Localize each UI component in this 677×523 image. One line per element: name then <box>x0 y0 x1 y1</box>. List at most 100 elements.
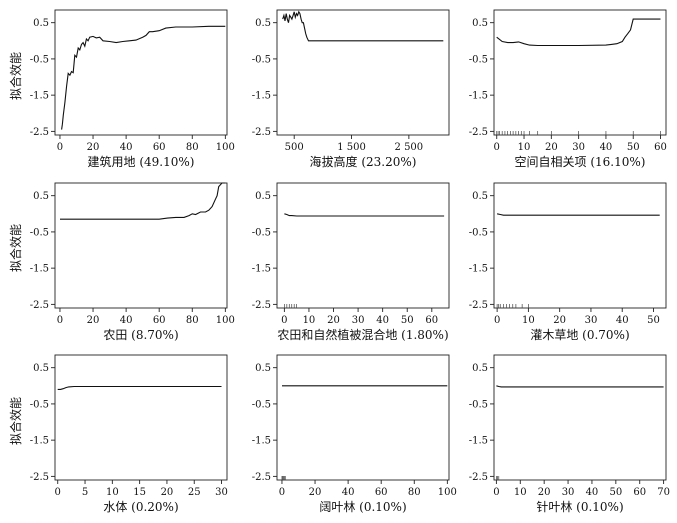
x-tick-label: 1 500 <box>337 142 366 153</box>
plot-frame <box>54 182 228 309</box>
y-tick-label: -1.5 <box>30 264 49 275</box>
x-tick-label: 100 <box>216 315 235 326</box>
x-tick-label: 50 <box>647 315 660 326</box>
x-tick-label: 20 <box>538 487 551 498</box>
x-tick-label: 70 <box>657 487 670 498</box>
y-tick-label: -1.5 <box>252 436 271 447</box>
y-tick-label: -1.5 <box>469 436 488 447</box>
x-tick-label: 20 <box>161 487 174 498</box>
x-tick-label: 30 <box>352 315 365 326</box>
y-tick-label: -1.5 <box>30 436 49 447</box>
y-tick-label: -2.5 <box>30 472 49 483</box>
x-tick-label: 40 <box>342 487 355 498</box>
y-tick-label: -0.5 <box>30 227 49 238</box>
y-tick-label: -1.5 <box>252 91 271 102</box>
x-tick-label: 30 <box>572 142 585 153</box>
x-tick-label: 40 <box>120 315 133 326</box>
x-tick-label: 10 <box>522 315 535 326</box>
panel-7: 0.5 -0.5 -1.5 -2.5 0 5 10 15 20 25 30 水体 (0.20%) <box>30 354 228 514</box>
panel-1: 0.5 -0.5 -1.5 -2.5 0 20 40 60 80 100 建筑用地 (49.10%) <box>30 9 235 169</box>
series-line <box>61 25 226 130</box>
x-tick-label: 0 <box>494 315 500 326</box>
x-tick-label: 20 <box>545 142 558 153</box>
x-axis-label: 建筑用地 (49.10%) <box>88 154 195 169</box>
x-tick-label: 15 <box>133 487 146 498</box>
y-tick-label: -2.5 <box>252 300 271 311</box>
y-tick-label: -0.5 <box>252 399 271 410</box>
x-tick-label: 60 <box>375 487 388 498</box>
x-tick-label: 50 <box>401 315 414 326</box>
x-tick-label: 40 <box>600 142 613 153</box>
plot-frame <box>54 354 228 481</box>
series-line <box>496 213 660 216</box>
x-tick-label: 60 <box>654 142 667 153</box>
y-tick-label: -2.5 <box>30 300 49 311</box>
x-tick-label: 2 500 <box>395 142 424 153</box>
x-axis-label: 农田 (8.70%) <box>103 328 178 342</box>
y-tick-label: 0.5 <box>255 191 271 202</box>
series-line <box>496 385 664 388</box>
x-tick-label: 20 <box>553 315 566 326</box>
y-tick-label: -2.5 <box>30 127 49 138</box>
y-tick-label: 0.5 <box>255 363 271 374</box>
x-axis-label: 阔叶林 (0.10%) <box>319 500 406 514</box>
series-line <box>60 182 226 220</box>
x-tick-label: 80 <box>408 487 421 498</box>
panel-8: 0.5 -0.5 -1.5 -2.5 0 20 40 60 80 100 阔叶林 (0.10%) <box>252 354 457 514</box>
x-tick-label: 60 <box>425 315 438 326</box>
x-axis-label: 针叶林 (0.10%) <box>536 499 623 514</box>
x-tick-label: 10 <box>514 487 527 498</box>
x-tick-label: 5 <box>82 487 88 498</box>
x-tick-label: 40 <box>586 487 599 498</box>
x-tick-label: 40 <box>120 142 133 153</box>
y-tick-label: 0.5 <box>255 18 271 29</box>
x-tick-label: 80 <box>186 315 199 326</box>
x-tick-label: 0 <box>281 315 287 326</box>
series-line <box>284 213 445 217</box>
y-tick-label: -2.5 <box>252 472 271 483</box>
panel-6: 0.5 -0.5 -1.5 -2.5 0 10 20 30 40 50 灌木草地 (0.70%) <box>469 182 667 342</box>
x-tick-label: 50 <box>627 142 640 153</box>
x-axis-label: 空间自相关项 (16.10%) <box>515 155 646 169</box>
y-tick-label: -2.5 <box>469 127 488 138</box>
x-tick-label: 10 <box>518 142 531 153</box>
y-tick-label: -0.5 <box>469 54 488 65</box>
plot-frame <box>493 182 667 309</box>
x-tick-label: 0 <box>55 487 61 498</box>
x-tick-label: 0 <box>57 142 63 153</box>
x-tick-label: 20 <box>87 142 100 153</box>
y-tick-label: -0.5 <box>252 54 271 65</box>
series-line <box>57 385 222 390</box>
y-tick-label: -1.5 <box>252 264 271 275</box>
y-axis-label-row-2: 拟合效能 <box>8 224 23 272</box>
x-tick-label: 10 <box>303 315 316 326</box>
x-tick-label: 0 <box>494 142 500 153</box>
x-tick-label: 60 <box>633 487 646 498</box>
y-tick-label: -2.5 <box>469 300 488 311</box>
x-tick-label: 100 <box>216 142 235 153</box>
x-tick-label: 30 <box>562 487 575 498</box>
y-tick-label: -2.5 <box>469 472 488 483</box>
y-tick-label: 0.5 <box>33 191 49 202</box>
x-tick-label: 20 <box>327 315 340 326</box>
y-tick-label: 0.5 <box>472 18 488 29</box>
x-tick-label: 25 <box>188 487 201 498</box>
x-tick-label: 100 <box>438 487 457 498</box>
y-tick-label: -0.5 <box>30 399 49 410</box>
x-tick-label: 500 <box>285 142 304 153</box>
x-tick-label: 80 <box>186 142 199 153</box>
x-tick-label: 0 <box>279 487 285 498</box>
y-tick-label: -1.5 <box>30 91 49 102</box>
panel-4: 0.5 -0.5 -1.5 -2.5 0 20 40 60 80 100 农田 (8.70%) <box>30 182 235 342</box>
x-tick-label: 20 <box>309 487 322 498</box>
x-tick-label: 10 <box>106 487 119 498</box>
y-tick-label: -1.5 <box>469 91 488 102</box>
y-tick-label: 0.5 <box>472 363 488 374</box>
y-tick-label: 0.5 <box>33 363 49 374</box>
plot-frame <box>276 9 450 136</box>
y-tick-label: -0.5 <box>30 54 49 65</box>
y-tick-label: -0.5 <box>469 399 488 410</box>
